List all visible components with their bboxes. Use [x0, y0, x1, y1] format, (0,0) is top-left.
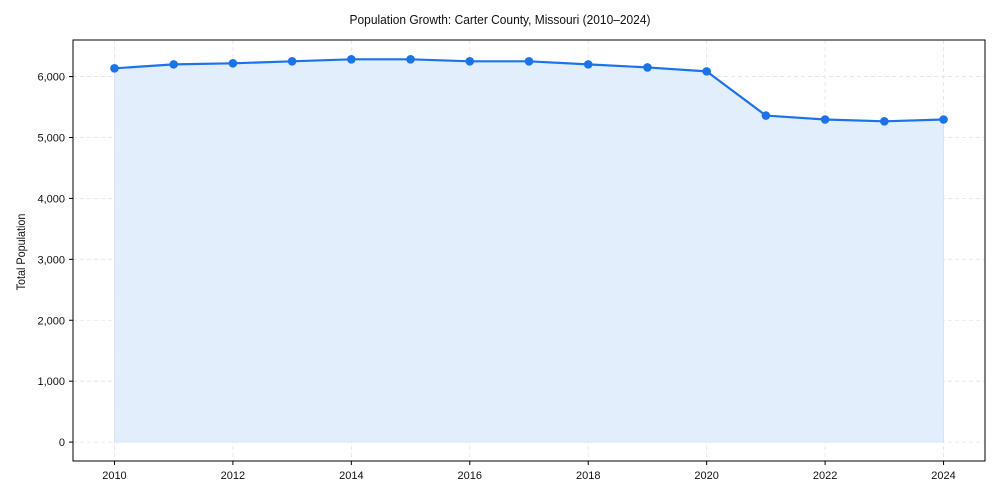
- x-tick-label: 2024: [931, 470, 955, 482]
- y-tick-label: 0: [59, 437, 65, 449]
- x-tick-label: 2016: [458, 470, 482, 482]
- data-point: [169, 60, 178, 69]
- x-tick-label: 2010: [102, 470, 126, 482]
- data-point: [465, 57, 475, 66]
- data-point: [820, 115, 830, 124]
- data-point: [347, 55, 356, 64]
- data-point: [583, 60, 593, 69]
- y-tick-label: 6,000: [37, 72, 65, 84]
- x-tick-label: 2018: [576, 470, 600, 482]
- data-point: [939, 115, 948, 124]
- data-point: [524, 57, 534, 66]
- x-tick-label: 2014: [339, 470, 363, 482]
- data-point: [406, 55, 415, 64]
- area-fill: [114, 59, 944, 443]
- x-tick-label: 2022: [813, 470, 837, 482]
- data-point: [110, 64, 119, 73]
- y-tick-label: 3,000: [37, 254, 65, 266]
- x-tick-label: 2020: [694, 470, 718, 482]
- axes-frame: [72, 39, 986, 462]
- y-tick-label: 5,000: [37, 132, 65, 144]
- data-point: [761, 111, 771, 120]
- data-point: [228, 59, 238, 68]
- chart-title: Population Growth: Carter County, Missou…: [349, 12, 651, 27]
- data-point: [702, 67, 711, 76]
- y-tick-label: 2,000: [37, 315, 65, 327]
- y-tick-label: 4,000: [37, 193, 65, 205]
- y-tick-label: 1,000: [37, 376, 65, 388]
- data-point: [643, 63, 652, 72]
- data-point: [287, 57, 297, 66]
- data-point: [880, 117, 889, 126]
- x-tick-label: 2012: [221, 470, 245, 482]
